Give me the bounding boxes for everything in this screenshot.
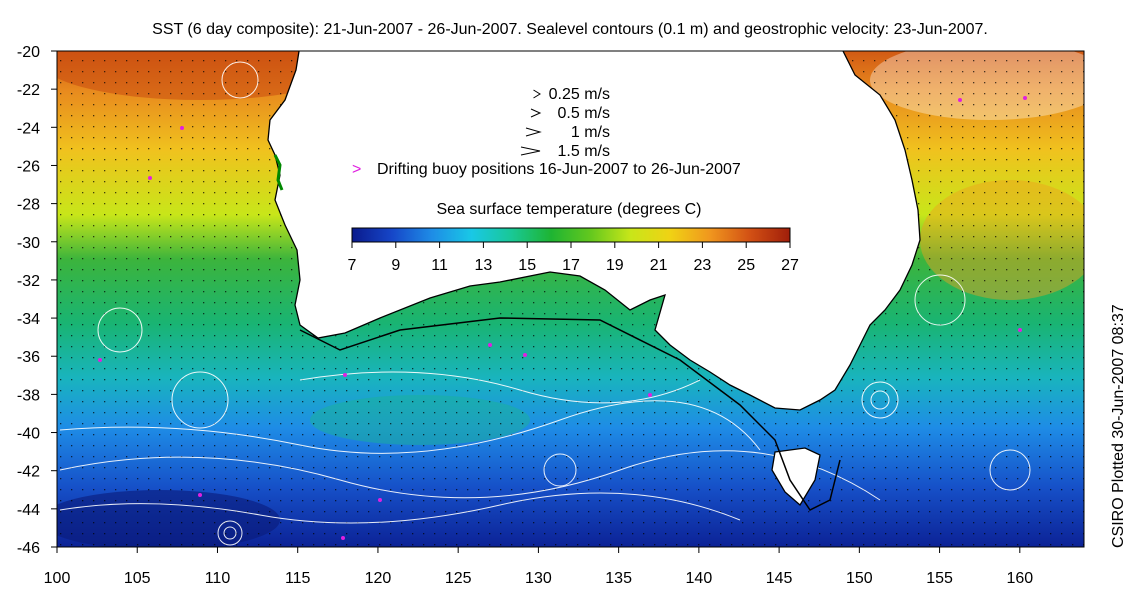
x-tick-label: 135 — [605, 570, 632, 587]
y-tick-label: -24 — [17, 120, 40, 137]
velocity-arrow — [520, 146, 541, 156]
buoy-position — [98, 358, 102, 362]
y-tick-label: -42 — [17, 464, 40, 481]
buoy-position — [180, 126, 184, 130]
y-tick-label: -40 — [17, 426, 40, 443]
y-tick-label: -32 — [17, 273, 40, 290]
y-axis: -20 -22 -24 -26 -28 -30 -32 -34 -36 -38 -40 -42 -44 -… — [17, 44, 57, 557]
x-tick-label: 130 — [525, 570, 552, 587]
x-tick-label: 150 — [846, 570, 873, 587]
sealevel-contour — [870, 390, 890, 410]
sealevel-contour — [299, 371, 701, 404]
drifting-buoy-positions — [98, 96, 1027, 540]
colorbar-tick-label: 17 — [562, 257, 580, 274]
colorbar-title: Sea surface temperature (degrees C) — [436, 201, 701, 218]
sealevel-contour — [221, 61, 259, 99]
sealevel-contour — [97, 307, 143, 353]
colorbar-tick-label: 13 — [475, 257, 493, 274]
colorbar-tick-label: 11 — [431, 257, 448, 274]
sealevel-contour — [989, 449, 1031, 491]
buoy-position — [378, 498, 382, 502]
x-tick-label: 100 — [44, 570, 71, 587]
x-tick-label: 120 — [365, 570, 392, 587]
velocity-label: 1.5 m/s — [558, 143, 610, 160]
velocity-arrow — [530, 108, 542, 118]
colorbar-tick-label: 27 — [781, 257, 799, 274]
velocity-label: 1 m/s — [571, 124, 610, 141]
colorbar-tick-label: 25 — [737, 257, 755, 274]
velocity-arrow — [525, 127, 542, 137]
buoy-position — [488, 343, 492, 347]
x-tick-label: 115 — [285, 570, 311, 587]
y-tick-label: -22 — [17, 82, 40, 99]
buoy-position — [1023, 96, 1027, 100]
shark-bay-coast — [273, 154, 284, 191]
buoy-position — [198, 493, 202, 497]
y-tick-label: -34 — [17, 311, 40, 328]
buoy-legend-symbol: > — [352, 161, 361, 178]
sealevel-contour — [543, 453, 577, 487]
sealevel-contour — [59, 492, 741, 524]
colorbar-tick-label: 7 — [348, 257, 357, 274]
sealevel-contours — [59, 61, 1031, 546]
colorbar — [351, 227, 791, 243]
velocity-arrow — [533, 89, 541, 99]
colorbar-ticks: 7 9 11 13 15 17 19 21 23 25 27 — [348, 242, 799, 274]
buoy-position — [958, 98, 962, 102]
buoy-position — [343, 373, 347, 377]
sealevel-contour — [861, 381, 899, 419]
buoy-position — [341, 536, 345, 540]
y-tick-label: -26 — [17, 158, 40, 175]
buoy-position — [148, 176, 152, 180]
sealevel-contour — [171, 371, 229, 429]
sealevel-contour — [914, 274, 966, 326]
x-tick-label: 145 — [766, 570, 793, 587]
velocity-label: 0.5 m/s — [558, 105, 610, 122]
plot-frame — [56, 50, 1085, 548]
x-tick-label: 105 — [124, 570, 151, 587]
y-tick-label: -20 — [17, 44, 40, 61]
x-axis: 100 105 110 115 120 125 130 135 140 145 150 155 160 — [44, 547, 1033, 587]
buoy-position — [523, 353, 527, 357]
plot-area — [57, 51, 1084, 547]
figure-title: SST (6 day composite): 21-Jun-2007 - 26-… — [152, 21, 988, 38]
plot-credit: CSIRO Plotted 30-Jun-2007 08:37 — [1110, 304, 1127, 548]
x-tick-label: 125 — [445, 570, 472, 587]
x-tick-label: 110 — [205, 570, 231, 587]
colorbar-tick-label: 9 — [391, 257, 400, 274]
sealevel-contour — [59, 450, 881, 501]
buoy-legend-label: Drifting buoy positions 16-Jun-2007 to 2… — [377, 161, 741, 178]
velocity-legend: 0.25 m/s 0.5 m/s 1 m/s 1.5 m/s — [520, 86, 610, 160]
y-tick-label: -38 — [17, 387, 40, 404]
colorbar-tick-label: 21 — [650, 257, 668, 274]
colorbar-tick-label: 23 — [694, 257, 712, 274]
colorbar-tick-label: 15 — [518, 257, 536, 274]
x-tick-label: 160 — [1006, 570, 1033, 587]
x-tick-label: 155 — [926, 570, 953, 587]
y-tick-label: -46 — [17, 540, 40, 557]
velocity-label: 0.25 m/s — [549, 86, 610, 103]
sealevel-contour — [59, 400, 761, 454]
sealevel-contour — [223, 526, 237, 540]
buoy-position — [648, 393, 652, 397]
colorbar-tick-label: 19 — [606, 257, 624, 274]
y-tick-label: -30 — [17, 235, 40, 252]
buoy-position — [1018, 328, 1022, 332]
y-tick-label: -36 — [17, 349, 40, 366]
y-tick-label: -44 — [17, 502, 40, 519]
x-tick-label: 140 — [686, 570, 713, 587]
y-tick-label: -28 — [17, 197, 40, 214]
shelf-edge-isobath — [299, 317, 841, 511]
sealevel-contour — [217, 520, 243, 546]
